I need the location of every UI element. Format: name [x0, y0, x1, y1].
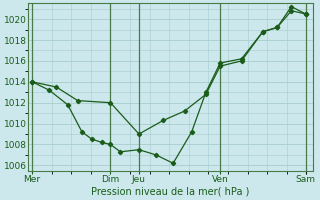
X-axis label: Pression niveau de la mer( hPa ): Pression niveau de la mer( hPa )	[91, 187, 250, 197]
